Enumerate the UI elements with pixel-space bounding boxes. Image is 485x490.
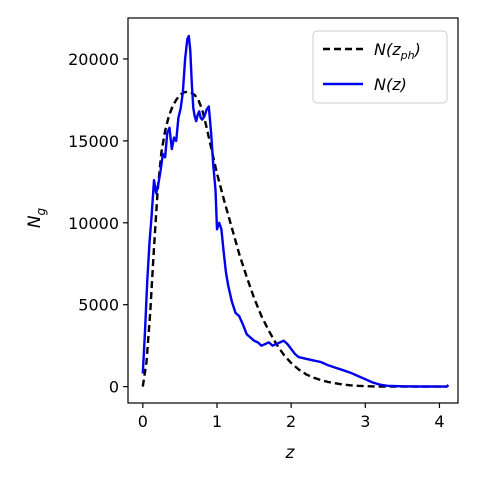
- y-axis-label: Ng: [25, 207, 48, 228]
- x-tick-label-3: 3: [360, 412, 370, 431]
- plot-frame: [127, 17, 459, 404]
- x-axis-label: z: [285, 443, 296, 463]
- x-tick-label-1: 1: [212, 412, 222, 431]
- legend-label-1-main: N(z): [374, 75, 407, 94]
- y-tick-label-0: 0: [109, 378, 119, 397]
- series-line-1: [141, 34, 450, 388]
- x-tick-label-0: 0: [138, 412, 148, 431]
- y-axis-label-sub: g: [34, 207, 48, 215]
- legend-label-0-sub: ph: [400, 49, 415, 62]
- y-tick-label-2: 10000: [68, 214, 119, 233]
- legend-label-0-main: N(z: [374, 40, 401, 59]
- x-tick-label-2: 2: [286, 412, 296, 431]
- y-axis-label-main: N: [25, 215, 45, 228]
- series-line-0: [141, 90, 447, 388]
- y-tick-label-4: 20000: [68, 50, 119, 69]
- legend: N(zph) N(z): [312, 30, 448, 104]
- series-layer: [141, 34, 450, 388]
- x-tick-label-4: 4: [434, 412, 444, 431]
- y-tick-label-1: 5000: [78, 296, 119, 315]
- legend-label-0: N(zph): [374, 40, 421, 62]
- legend-label-1: N(z): [374, 75, 407, 94]
- y-tick-label-3: 15000: [68, 132, 119, 151]
- legend-label-0-tail: ): [414, 40, 421, 59]
- ticks-layer: 0 1 2 3 4 0 5000 10000 15000 20000: [68, 50, 444, 431]
